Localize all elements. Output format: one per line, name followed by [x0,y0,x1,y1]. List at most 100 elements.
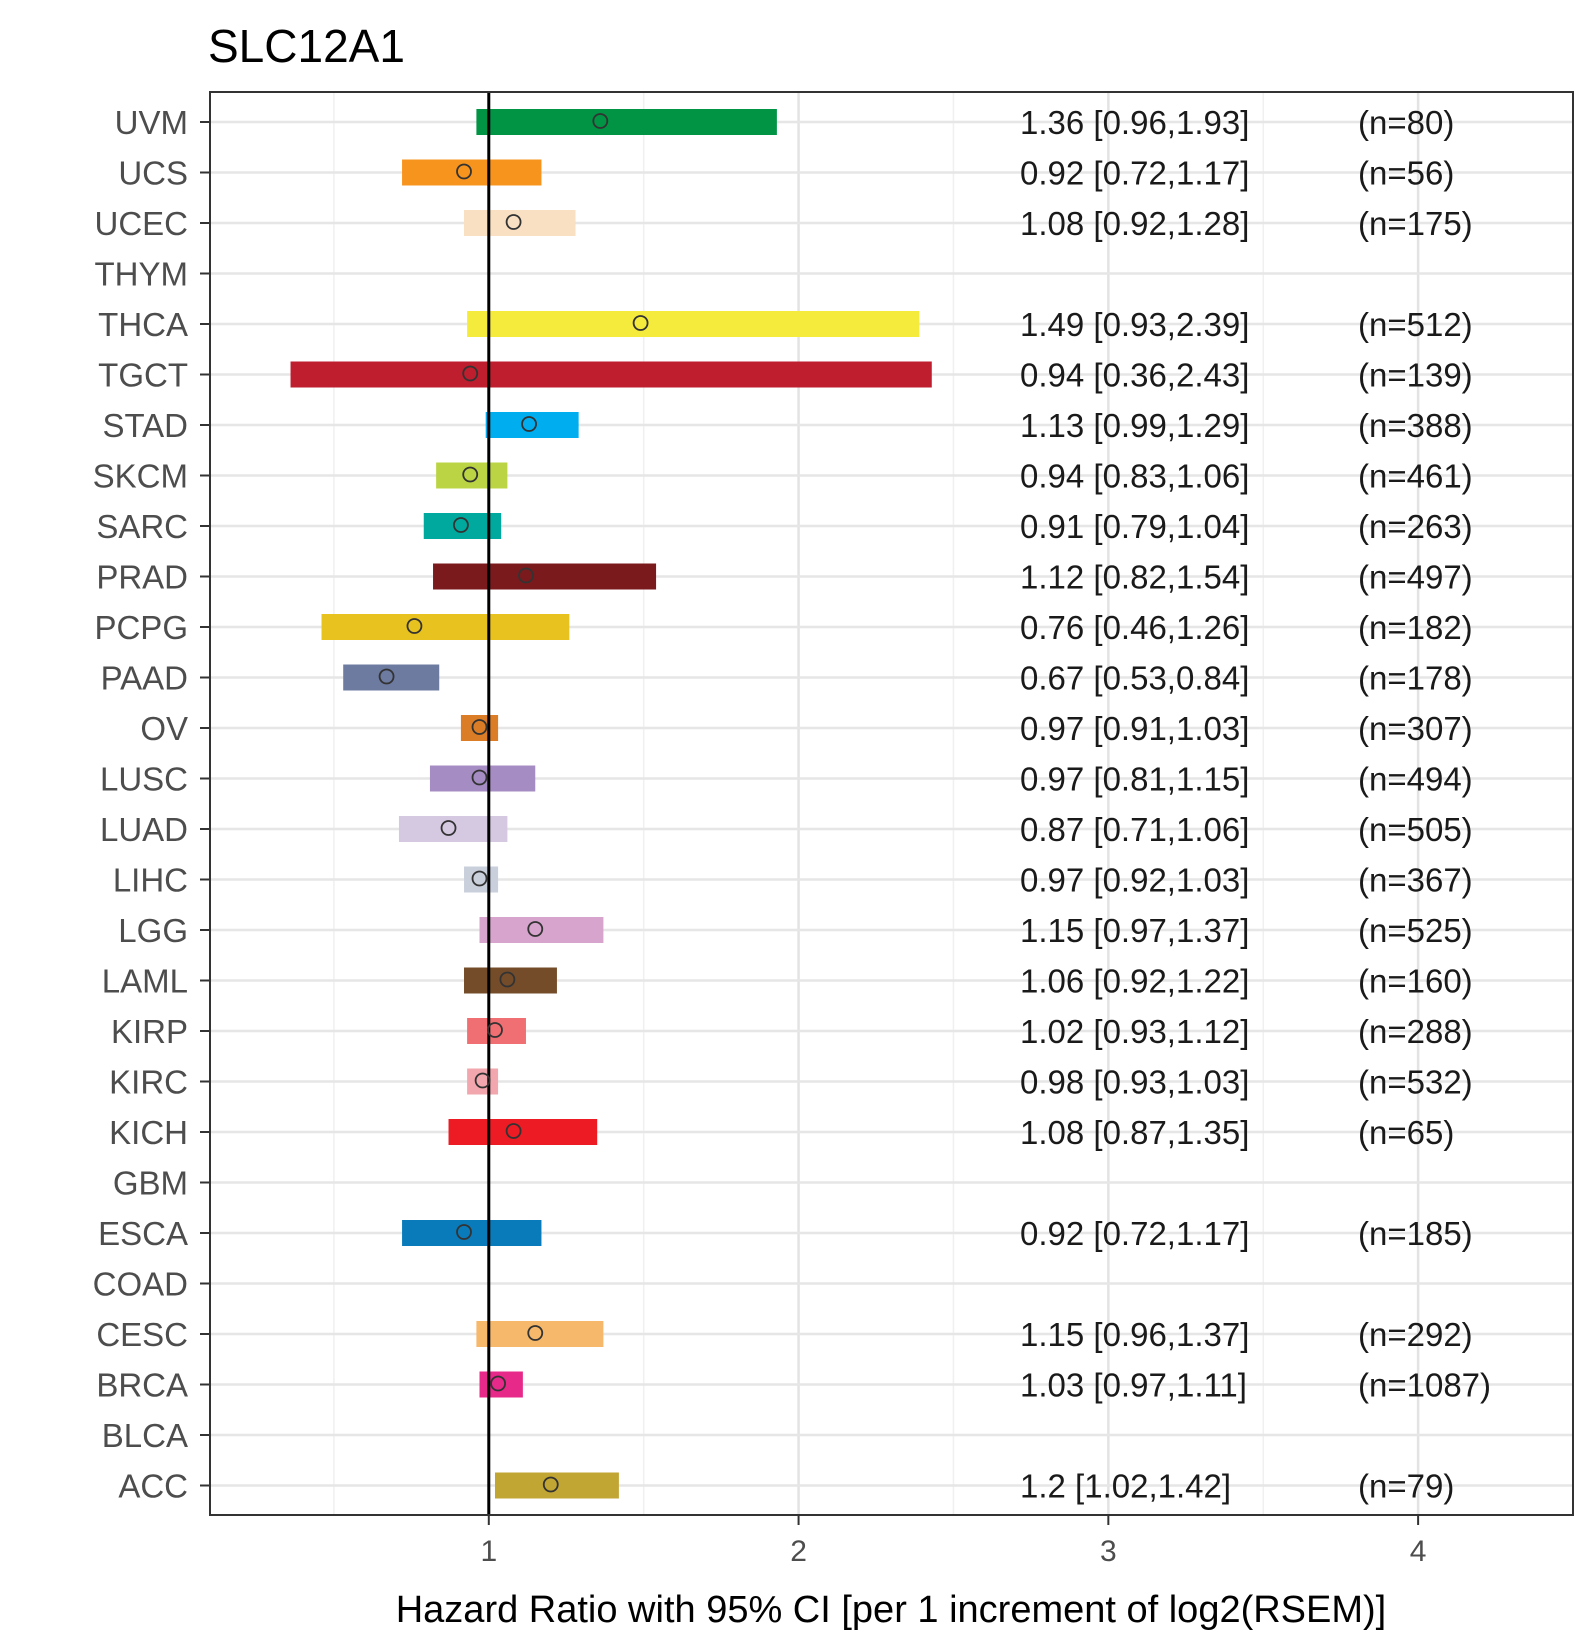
hr-ci-label: 0.98 [0.93,1.03] [1020,1064,1249,1101]
hr-ci-label: 1.03 [0.97,1.11] [1020,1367,1247,1404]
ci-bar-stad [485,412,579,438]
y-tick-label: ACC [118,1468,188,1505]
sample-size-label: (n=65) [1358,1114,1454,1151]
hr-points [378,113,649,1493]
sample-size-label: (n=367) [1358,862,1473,899]
hr-ci-label: 1.49 [0.93,2.39] [1020,306,1249,343]
hr-ci-label: 0.67 [0.53,0.84] [1020,660,1249,697]
chart-title: SLC12A1 [208,20,405,72]
y-tick-label: UVM [115,104,188,141]
y-tick-label: LUSC [100,761,188,798]
hr-ci-label: 0.97 [0.91,1.03] [1020,710,1249,747]
ci-bar-lihc [464,866,499,893]
sample-size-label: (n=182) [1358,609,1473,646]
ci-bar-lusc [429,765,536,792]
hr-ci-label: 1.15 [0.96,1.37] [1020,1316,1249,1353]
hr-ci-label: 0.91 [0.79,1.04] [1020,508,1249,545]
annotations: 1.36 [0.96,1.93] (n=80) 0.92 [0.72,1.17] (n… [1020,104,1491,1505]
hr-ci-label: 1.08 [0.92,1.28] [1020,205,1249,242]
ci-bar-kich [448,1119,598,1145]
y-tick-label: OV [140,710,188,747]
y-tick-label: LGG [118,912,188,949]
hr-point-paad [378,668,395,685]
ci-bar-tgct [290,361,932,388]
y-tick-label: STAD [102,407,188,444]
sample-size-label: (n=139) [1358,357,1473,394]
y-tick-label: COAD [93,1266,188,1303]
y-tick-label: KIRP [111,1013,188,1050]
x-tick-label: 1 [480,1535,497,1568]
y-tick-label: TGCT [98,357,188,394]
sample-size-label: (n=532) [1358,1064,1473,1101]
sample-size-label: (n=56) [1358,155,1454,192]
sample-size-label: (n=288) [1358,1013,1473,1050]
x-tick-label: 2 [790,1535,807,1568]
y-tick-label: PCPG [94,609,188,646]
y-tick-label: SKCM [93,458,188,495]
hr-point-kich [505,1123,522,1139]
hr-point-pcpg [406,618,423,634]
sample-size-label: (n=178) [1358,660,1473,697]
ci-bars [290,109,932,1499]
hr-point-kirp [487,1022,503,1038]
hr-point-prad [518,567,534,584]
hr-point-lgg [527,921,544,937]
x-tick-label: 4 [1410,1535,1427,1568]
hr-ci-label: 1.36 [0.96,1.93] [1020,104,1249,141]
ci-bar-uvm [476,109,777,135]
y-tick-label: BRCA [96,1367,188,1404]
ci-bar-thca [467,311,920,337]
sample-size-label: (n=388) [1358,407,1473,444]
ci-bar-pcpg [321,614,570,640]
y-tick-label: LAML [102,963,188,1000]
ci-bar-prad [433,563,657,590]
hr-point-brca [490,1375,506,1392]
hr-point-ucec [505,214,522,230]
x-axis: 1 2 3 4 [480,1515,1426,1568]
ci-bar-kirc [467,1068,499,1095]
hr-ci-label: 0.92 [0.72,1.17] [1020,1215,1249,1252]
hr-point-luad [440,820,457,836]
hr-ci-label: 0.76 [0.46,1.26] [1020,609,1249,646]
y-axis: UVM UCS UCEC THYM THCA TGCT STAD SKCM SARC PRAD PC… [93,104,210,1505]
hr-point-ucs [456,163,472,180]
sample-size-label: (n=505) [1358,811,1473,848]
hr-ci-label: 1.15 [0.97,1.37] [1020,912,1249,949]
hr-point-kirc [474,1072,491,1089]
hr-point-thca [632,315,649,331]
y-tick-label: KICH [109,1114,188,1151]
ci-bar-luad [398,816,508,842]
sample-size-label: (n=494) [1358,761,1473,798]
hr-point-uvm [592,113,609,129]
sample-size-label: (n=80) [1358,104,1454,141]
ci-bar-skcm [436,462,508,489]
sample-size-label: (n=79) [1358,1468,1454,1505]
hr-point-esca [456,1224,472,1240]
hr-ci-label: 1.06 [0.92,1.22] [1020,963,1249,1000]
plot-border [209,91,1574,1516]
hr-ci-label: 0.94 [0.83,1.06] [1020,458,1249,495]
x-axis-label: Hazard Ratio with 95% CI [per 1 incremen… [396,1589,1387,1631]
hr-point-laml [499,971,516,988]
hr-point-sarc [453,517,469,533]
sample-size-label: (n=292) [1358,1316,1473,1353]
ci-bar-ov [460,715,499,741]
sample-size-label: (n=1087) [1358,1367,1491,1404]
hr-ci-label: 1.08 [0.87,1.35] [1020,1114,1249,1151]
y-tick-label: SARC [96,508,188,545]
ci-bar-brca [479,1371,523,1398]
hr-point-cesc [527,1325,544,1341]
hr-ci-label: 1.02 [0.93,1.12] [1020,1013,1249,1050]
sample-size-label: (n=263) [1358,508,1473,545]
hr-point-ov [471,719,488,735]
ci-bar-paad [343,664,440,691]
hr-point-skcm [462,466,479,483]
sample-size-label: (n=525) [1358,912,1473,949]
y-tick-label: UCS [118,155,188,192]
y-tick-label: PRAD [96,559,188,596]
y-tick-label: GBM [113,1165,188,1202]
sample-size-label: (n=307) [1358,710,1473,747]
y-tick-label: THCA [98,306,188,343]
y-tick-label: UCEC [94,205,188,242]
